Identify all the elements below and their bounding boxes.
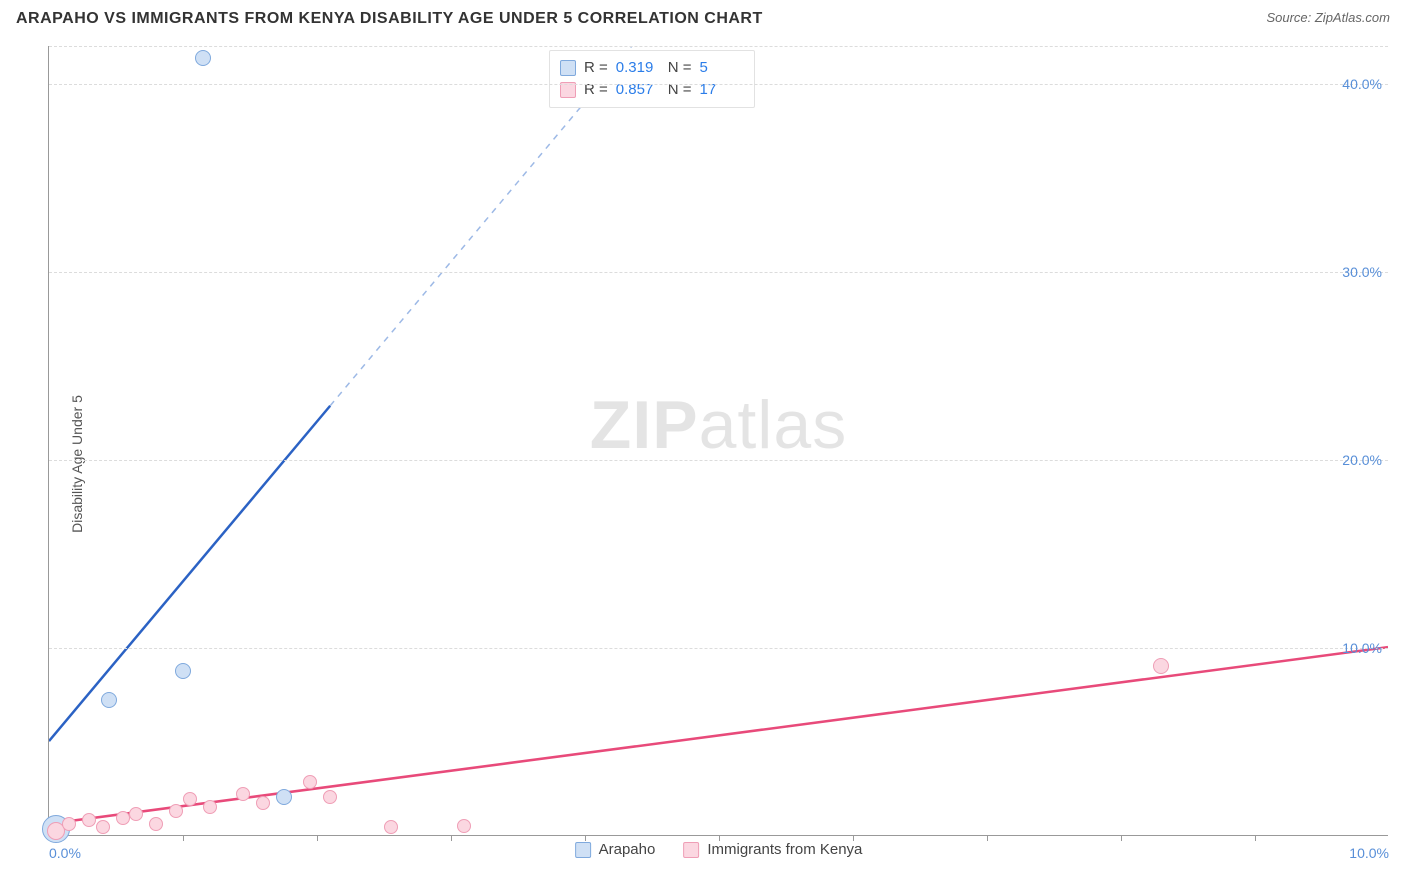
data-point-kenya bbox=[149, 817, 163, 831]
x-tick bbox=[317, 835, 318, 841]
data-point-kenya bbox=[384, 820, 398, 834]
data-point-arapaho bbox=[276, 789, 292, 805]
data-point-kenya bbox=[129, 807, 143, 821]
legend-item-arapaho: Arapaho bbox=[575, 841, 656, 858]
n-value: 5 bbox=[700, 57, 744, 79]
n-label: N = bbox=[668, 79, 692, 101]
watermark-atlas: atlas bbox=[699, 387, 848, 463]
legend-label: Arapaho bbox=[599, 841, 656, 858]
data-point-kenya bbox=[183, 792, 197, 806]
stats-row-kenya: R = 0.857 N = 17 bbox=[560, 79, 744, 101]
plot-area: ZIPatlas R =0.319N =5R =0.857N =17 Arapa… bbox=[48, 46, 1388, 836]
y-tick-label: 30.0% bbox=[1342, 264, 1382, 280]
swatch-kenya-icon bbox=[683, 842, 699, 858]
trend-line-kenya bbox=[49, 647, 1388, 824]
data-point-kenya bbox=[256, 796, 270, 810]
gridline-h bbox=[49, 648, 1388, 649]
series-legend: Arapaho Immigrants from Kenya bbox=[575, 841, 863, 858]
y-tick-label: 20.0% bbox=[1342, 452, 1382, 468]
data-point-kenya bbox=[236, 787, 250, 801]
watermark: ZIPatlas bbox=[590, 386, 847, 464]
data-point-kenya bbox=[303, 775, 317, 789]
data-point-kenya bbox=[457, 819, 471, 833]
swatch-arapaho-icon bbox=[560, 60, 576, 76]
chart-title: ARAPAHO VS IMMIGRANTS FROM KENYA DISABIL… bbox=[16, 10, 763, 28]
data-point-arapaho bbox=[195, 50, 211, 66]
data-point-kenya bbox=[96, 820, 110, 834]
n-label: N = bbox=[668, 57, 692, 79]
swatch-arapaho-icon bbox=[575, 842, 591, 858]
source-name: ZipAtlas.com bbox=[1315, 10, 1390, 25]
x-tick bbox=[585, 835, 586, 841]
legend-item-kenya: Immigrants from Kenya bbox=[683, 841, 862, 858]
stats-row-arapaho: R = 0.319 N = 5 bbox=[560, 57, 744, 79]
trend-lines bbox=[49, 46, 1388, 835]
x-tick bbox=[1255, 835, 1256, 841]
x-tick bbox=[1121, 835, 1122, 841]
data-point-arapaho bbox=[101, 692, 117, 708]
x-tick-label: 10.0% bbox=[1349, 845, 1389, 861]
source-attribution: Source: ZipAtlas.com bbox=[1266, 10, 1390, 25]
x-tick bbox=[183, 835, 184, 841]
data-point-arapaho bbox=[175, 663, 191, 679]
r-value: 0.857 bbox=[616, 79, 660, 101]
gridline-h bbox=[49, 460, 1388, 461]
data-point-kenya bbox=[323, 790, 337, 804]
trend-line-arapaho-extend bbox=[330, 46, 1388, 406]
stats-legend: R = 0.319 N = 5 R = 0.857 N = 17 bbox=[549, 50, 755, 108]
y-tick-label: 10.0% bbox=[1342, 640, 1382, 656]
gridline-h bbox=[49, 46, 1388, 47]
gridline-h bbox=[49, 272, 1388, 273]
x-tick-label: 0.0% bbox=[49, 845, 81, 861]
watermark-zip: ZIP bbox=[590, 387, 699, 463]
r-label: R = bbox=[584, 79, 608, 101]
x-tick bbox=[719, 835, 720, 841]
data-point-kenya bbox=[169, 804, 183, 818]
gridline-h bbox=[49, 84, 1388, 85]
source-prefix: Source: bbox=[1266, 10, 1314, 25]
data-point-kenya bbox=[116, 811, 130, 825]
data-point-kenya bbox=[82, 813, 96, 827]
chart-container: Disability Age Under 5 ZIPatlas R =0.319… bbox=[0, 36, 1406, 892]
trend-line-arapaho bbox=[49, 406, 330, 741]
x-tick bbox=[853, 835, 854, 841]
r-label: R = bbox=[584, 57, 608, 79]
x-tick bbox=[451, 835, 452, 841]
y-tick-label: 40.0% bbox=[1342, 76, 1382, 92]
data-point-kenya bbox=[1153, 658, 1169, 674]
data-point-kenya bbox=[62, 817, 76, 831]
data-point-kenya bbox=[203, 800, 217, 814]
x-tick bbox=[987, 835, 988, 841]
legend-label: Immigrants from Kenya bbox=[707, 841, 862, 858]
n-value: 17 bbox=[700, 79, 744, 101]
r-value: 0.319 bbox=[616, 57, 660, 79]
